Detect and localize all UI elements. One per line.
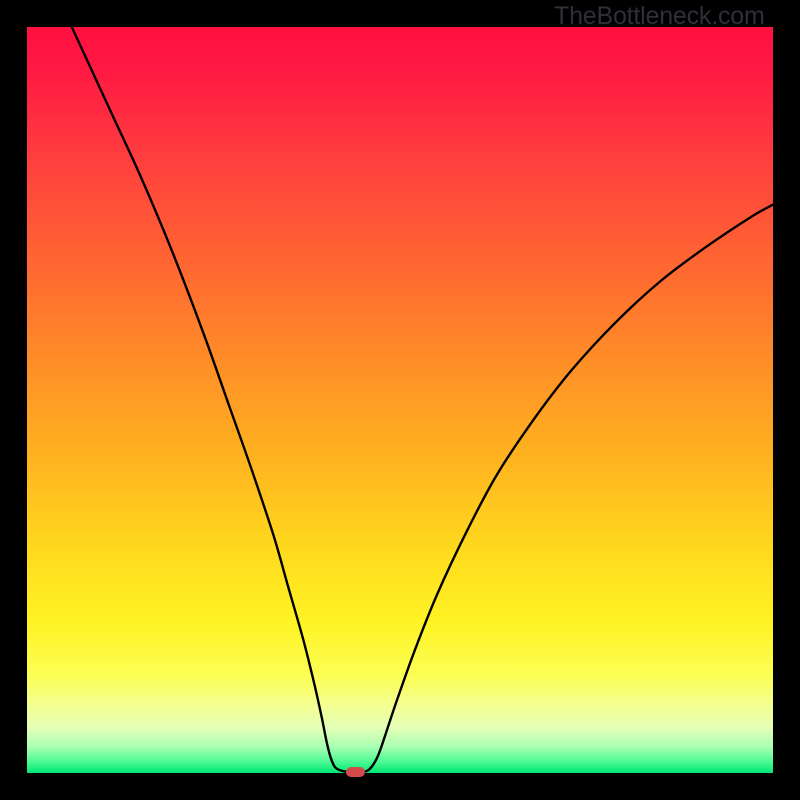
chart-background xyxy=(27,27,773,773)
bottleneck-chart xyxy=(0,0,800,800)
optimal-point-marker xyxy=(346,767,365,777)
watermark-text: TheBottleneck.com xyxy=(554,2,765,31)
